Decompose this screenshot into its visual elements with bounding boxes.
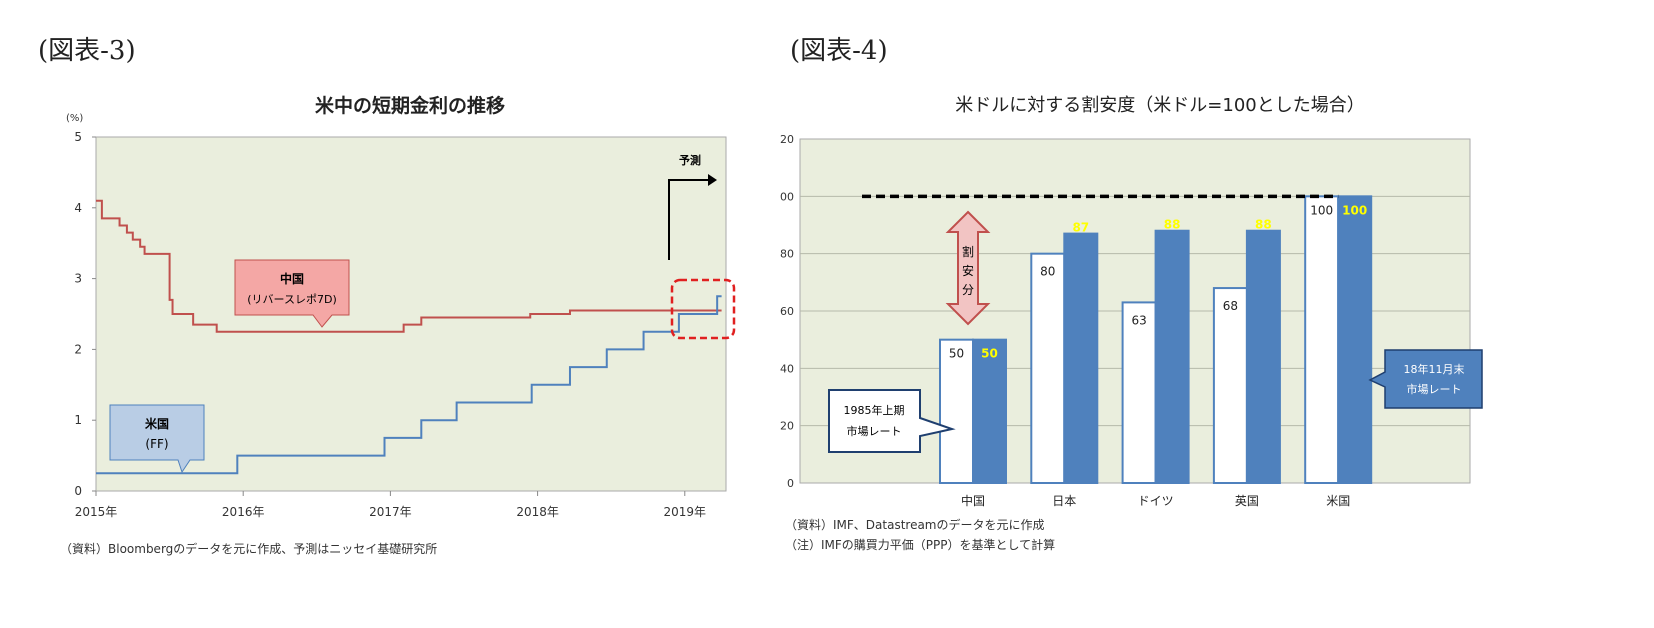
us-sublabel: (FF) — [145, 437, 168, 451]
forecast-arrow: 予測 — [668, 153, 717, 260]
source-note-right: （資料）IMF、Datastreamのデータを元に作成 — [785, 518, 1045, 532]
us-label: 米国 — [145, 416, 169, 431]
y-tick-label: 2 — [74, 342, 82, 356]
y-tick-label: 4 — [74, 201, 82, 215]
china-callout: 中国 (リバースレポ7D) — [234, 259, 350, 328]
bar-2018 — [1154, 229, 1190, 484]
gap-char-3: 分 — [962, 283, 974, 297]
x-category-label: 中国 — [961, 493, 985, 508]
y-axis-label: (%) — [66, 113, 83, 124]
new-rate-label-1: 18年11月末 — [1404, 362, 1465, 376]
source-note-left: （資料）Bloombergのデータを元に作成、予測はニッセイ基礎研究所 — [60, 542, 438, 556]
bar-2018 — [972, 338, 1007, 484]
bar-2018 — [1245, 229, 1281, 484]
data-label: 100 — [1310, 203, 1333, 217]
rate-chart: 米中の短期金利の推移 (%) 0 1 2 3 4 5 2015年 2016年 2017年 2018… — [66, 94, 736, 519]
x-tick-label: 2015年 — [75, 505, 118, 519]
data-label: 63 — [1131, 313, 1146, 327]
x-category-label: ドイツ — [1138, 494, 1174, 508]
data-label: 50 — [949, 347, 964, 361]
figure-label-right: (図表-4) — [790, 36, 888, 66]
y-tick-label: 60 — [780, 305, 794, 318]
new-rate-callout: 18年11月末 市場レート — [1368, 349, 1483, 409]
gap-char-2: 安 — [962, 263, 974, 278]
china-label: 中国 — [280, 271, 304, 286]
forecast-highlight-box — [670, 278, 736, 340]
gap-char-1: 割 — [962, 244, 974, 259]
bar-1985 — [1121, 301, 1157, 484]
x-category-label: 日本 — [1052, 494, 1076, 508]
bar-1985 — [1030, 252, 1066, 484]
x-tick-label: 2016年 — [222, 505, 265, 519]
x-tick-label: 2019年 — [664, 505, 707, 519]
y-tick-label: 120 — [780, 133, 794, 146]
series-line-china — [96, 199, 722, 333]
x-category-label: 米国 — [1326, 494, 1350, 508]
data-label: 100 — [1342, 203, 1367, 217]
chart-title: 米中の短期金利の推移 — [315, 94, 505, 117]
y-tick-label: 80 — [780, 248, 794, 261]
y-tick-label: 20 — [780, 420, 794, 433]
chart-title: 米ドルに対する割安度（米ドル=100とした場合） — [955, 95, 1364, 116]
figure-label-left: (図表-3) — [38, 36, 136, 66]
y-tick-label: 100 — [780, 190, 794, 203]
x-tick-label: 2017年 — [369, 505, 412, 519]
bar-1985 — [1212, 287, 1248, 485]
china-sublabel: (リバースレポ7D) — [247, 293, 337, 306]
old-rate-label-2: 市場レート — [847, 424, 902, 438]
data-label: 88 — [1255, 218, 1272, 232]
bar-1985 — [1304, 195, 1340, 484]
bar-2018 — [1063, 232, 1099, 484]
data-label: 80 — [1040, 265, 1055, 279]
data-label: 68 — [1223, 299, 1238, 313]
y-tick-label: 3 — [74, 272, 82, 286]
x-category-label: 英国 — [1235, 494, 1259, 508]
undervaluation-arrow: 割 安 分 — [945, 210, 991, 326]
footnote-right: （注）IMFの購買力平価（PPP）を基準として計算 — [785, 538, 1056, 552]
y-tick-label: 0 — [787, 477, 794, 490]
y-tick-label: 40 — [780, 362, 794, 375]
x-tick-label: 2018年 — [516, 505, 559, 519]
data-label: 88 — [1164, 218, 1181, 232]
old-rate-callout: 1985年上期 市場レート — [828, 389, 956, 453]
y-tick-label: 5 — [74, 130, 82, 144]
y-tick-label: 1 — [74, 413, 82, 427]
bar-2018 — [1337, 195, 1373, 484]
data-label: 87 — [1072, 221, 1089, 235]
forecast-label: 予測 — [679, 153, 701, 167]
new-rate-label-2: 市場レート — [1407, 382, 1462, 396]
bar-1985 — [939, 338, 974, 484]
us-callout: 米国 (FF) — [109, 404, 205, 474]
old-rate-label-1: 1985年上期 — [844, 403, 905, 417]
bar-chart: 米ドルに対する割安度（米ドル=100とした場合） 0 20 40 60 80 100 120… — [780, 95, 1483, 508]
data-label: 50 — [981, 347, 998, 361]
y-tick-label: 0 — [74, 484, 82, 498]
series-line-us — [96, 295, 722, 475]
